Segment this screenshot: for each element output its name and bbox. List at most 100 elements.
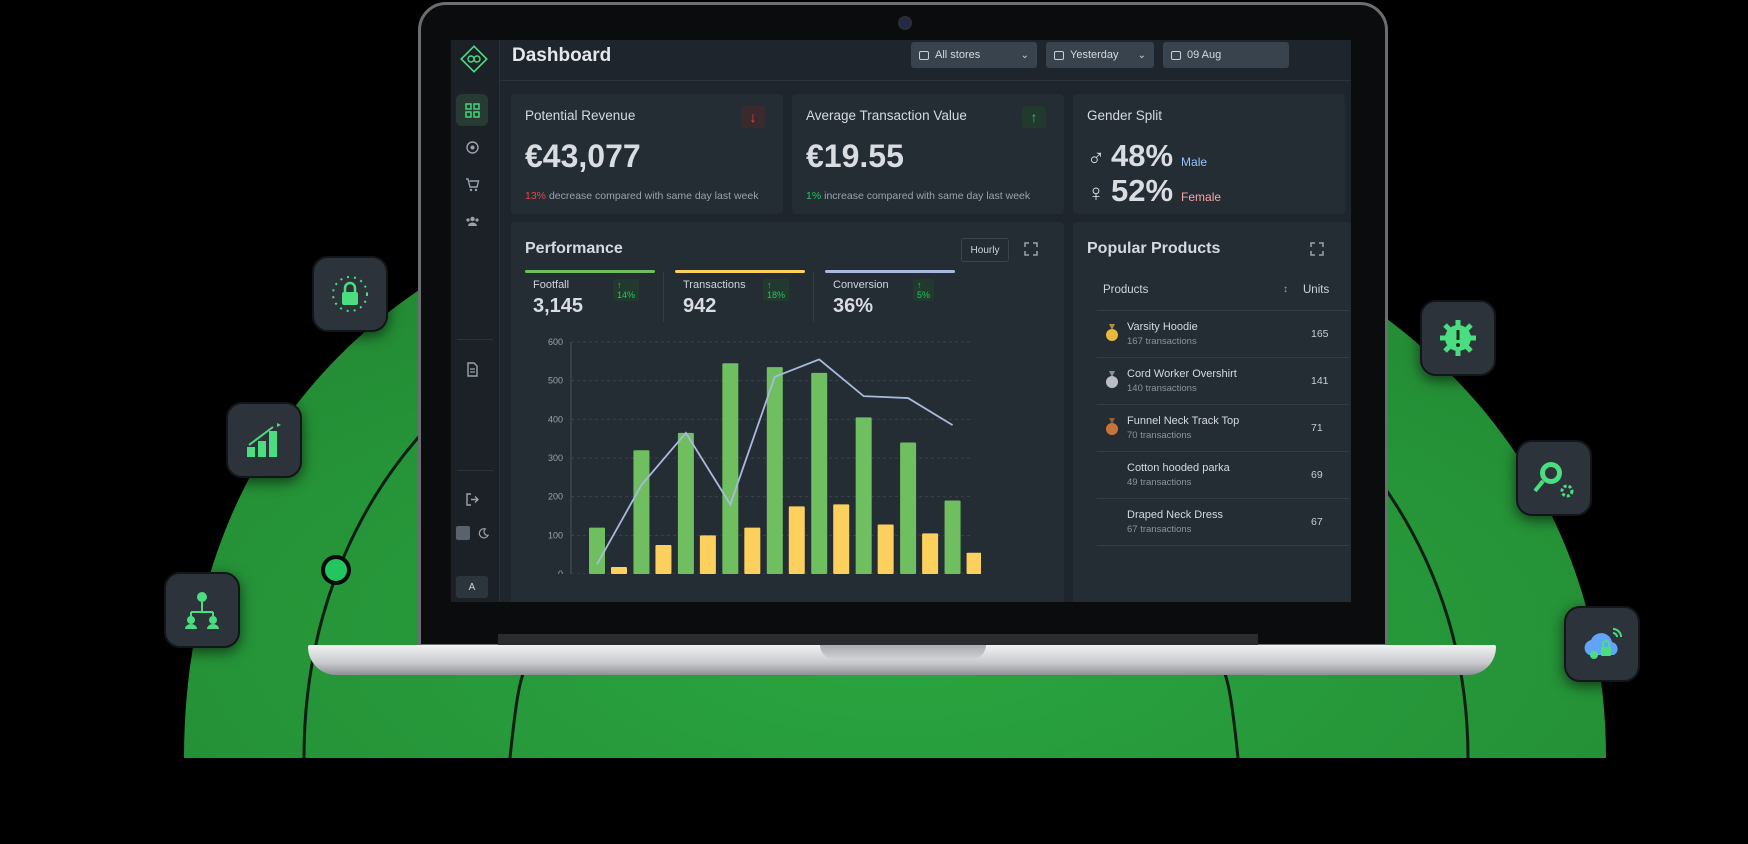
atv-value: €19.55 <box>806 138 904 174</box>
metric-value: 942 <box>683 295 717 317</box>
products-column-header[interactable]: Products <box>1103 284 1149 296</box>
revenue-value: €43,077 <box>525 138 641 174</box>
chevron-down-icon: ⌄ <box>1137 49 1146 61</box>
y-tick-label: 300 <box>548 453 563 463</box>
product-row[interactable]: Cord Worker Overshirt 140 transactions 141 <box>1097 357 1349 404</box>
y-tick-label: 600 <box>548 337 563 347</box>
product-units: 165 <box>1311 328 1329 340</box>
product-name: Cord Worker Overshirt <box>1127 368 1237 380</box>
cart-icon[interactable] <box>456 168 488 200</box>
metric-change: ↑ 14% <box>613 279 639 301</box>
top-bar: Dashboard All stores ⌄ Yesterday ⌄ 09 Aug <box>500 40 1351 81</box>
store-filter[interactable]: All stores ⌄ <box>911 42 1037 68</box>
female-icon: ♀ <box>1087 180 1105 207</box>
transactions-bar <box>922 533 939 574</box>
target-icon[interactable] <box>456 131 488 163</box>
moon-icon[interactable] <box>475 526 491 540</box>
popular-title: Popular Products <box>1087 240 1221 257</box>
metric-divider <box>663 272 664 322</box>
gender-card: Gender Split ♂ 48% Male ♀ 52% Female <box>1073 94 1345 214</box>
laptop-notch <box>820 645 986 659</box>
network-icon <box>164 572 240 648</box>
transactions-bar <box>699 535 716 574</box>
footfall-bar <box>677 432 694 574</box>
medal-icon <box>1106 371 1118 388</box>
logout-icon[interactable] <box>456 483 488 515</box>
male-pct: 48% <box>1111 138 1174 173</box>
female-pct: 52% <box>1111 173 1174 208</box>
product-name: Draped Neck Dress <box>1127 509 1223 521</box>
medal-icon <box>1106 418 1118 435</box>
sidebar: A <box>451 40 500 602</box>
chevron-down-icon: ⌄ <box>1020 49 1029 61</box>
product-units: 69 <box>1311 469 1323 481</box>
metric-value: 3,145 <box>533 295 584 317</box>
atv-title: Average Transaction Value <box>806 108 967 123</box>
product-row[interactable]: Funnel Neck Track Top 70 transactions 71 <box>1097 404 1349 451</box>
calendar-icon <box>1054 50 1064 60</box>
product-transactions: 70 transactions <box>1127 430 1192 441</box>
arrow-up-icon: ↑ <box>1022 106 1046 128</box>
footfall-bar <box>944 500 961 574</box>
sidebar-divider <box>457 339 493 340</box>
store-filter-label: All stores <box>935 49 981 61</box>
product-row[interactable]: Varsity Hoodie 167 transactions 165 <box>1097 310 1349 357</box>
metric-change: ↑ 5% <box>913 279 934 301</box>
metric-value: 36% <box>833 295 874 317</box>
units-column-header[interactable]: Units <box>1303 284 1330 296</box>
revenue-title: Potential Revenue <box>525 108 636 123</box>
metric-change: ↑ 18% <box>763 279 789 301</box>
expand-icon[interactable] <box>1310 242 1324 256</box>
transactions-bar <box>966 552 981 574</box>
light-mode-toggle[interactable] <box>456 526 470 540</box>
product-name: Funnel Neck Track Top <box>1127 415 1240 427</box>
product-transactions: 67 transactions <box>1127 524 1192 535</box>
product-row[interactable]: Draped Neck Dress 67 transactions 67 <box>1097 498 1349 545</box>
product-units: 71 <box>1311 422 1323 434</box>
male-icon: ♂ <box>1087 145 1105 172</box>
male-label: Male <box>1181 155 1208 169</box>
atv-change-desc: increase compared with same day last wee… <box>824 190 1031 202</box>
avatar[interactable]: A <box>456 576 488 598</box>
calendar-icon <box>1171 50 1181 60</box>
footfall-bar <box>855 417 872 574</box>
metric-label: Transactions <box>683 279 746 291</box>
users-icon[interactable] <box>456 205 488 237</box>
sort-icon[interactable]: ↕ <box>1283 284 1288 295</box>
footfall-bar <box>766 367 783 574</box>
y-tick-label: 200 <box>548 492 563 502</box>
dashboard-icon[interactable] <box>456 94 488 126</box>
product-transactions: 167 transactions <box>1127 336 1197 347</box>
webcam <box>898 16 912 30</box>
female-row: ♀ 52% Female <box>1087 173 1221 209</box>
table-divider <box>1097 545 1349 546</box>
transactions-bar <box>611 567 627 574</box>
search-gear-icon <box>1516 440 1592 516</box>
footfall-bar <box>722 363 739 574</box>
period-filter[interactable]: Yesterday ⌄ <box>1046 42 1154 68</box>
female-label: Female <box>1181 190 1222 204</box>
document-icon[interactable] <box>456 353 488 385</box>
alert-gear-icon <box>1420 300 1496 376</box>
footfall-bar <box>633 450 650 574</box>
date-filter[interactable]: 09 Aug <box>1163 42 1289 68</box>
expand-icon[interactable] <box>1024 242 1038 256</box>
calendar-icon <box>919 50 929 60</box>
hourly-button[interactable]: Hourly <box>961 238 1009 262</box>
male-row: ♂ 48% Male <box>1087 138 1207 174</box>
metric-color-bar <box>675 270 805 273</box>
growth-chart-icon <box>226 402 302 478</box>
transactions-bar <box>877 524 894 574</box>
performance-chart: 0 100 200 300 400 500 600 <box>548 337 981 574</box>
product-transactions: 49 transactions <box>1127 477 1192 488</box>
accent-dot <box>321 555 351 585</box>
product-row[interactable]: Cotton hooded parka 49 transactions 69 <box>1097 451 1349 498</box>
arrow-down-icon: ↓ <box>741 106 765 128</box>
metric-divider <box>813 272 814 322</box>
product-units: 67 <box>1311 516 1323 528</box>
revenue-card: Potential Revenue ↓ €43,077 13% decrease… <box>511 94 783 214</box>
metric-color-bar <box>525 270 655 273</box>
laptop-hinge <box>498 634 1258 645</box>
transactions-bar <box>833 504 850 574</box>
footfall-bar <box>589 527 605 574</box>
